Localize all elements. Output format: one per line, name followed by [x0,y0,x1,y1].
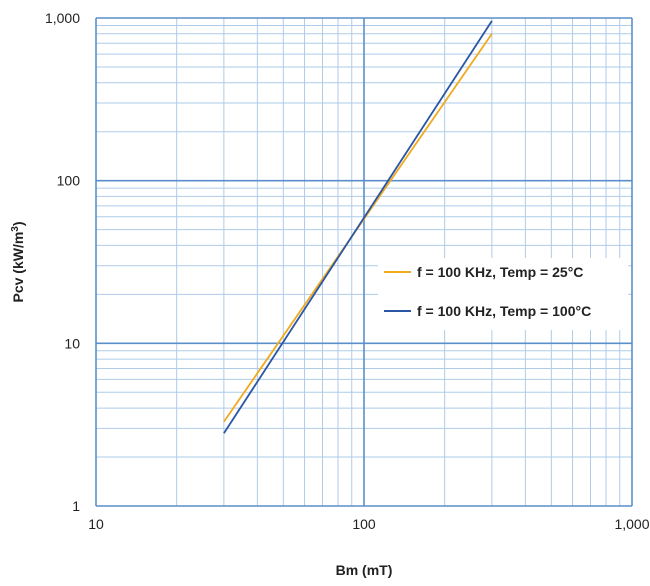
x-tick-label: 1,000 [614,516,649,532]
y-axis-title-close: ) [10,221,26,226]
series-lines [223,20,493,434]
y-tick-label: 10 [64,335,80,351]
tick-labels: 10 100 1,000 1 10 100 1,000 [45,10,650,532]
x-axis-title: Bm (mT) [336,562,393,578]
y-tick-label: 100 [57,173,81,189]
series-line-100c [223,20,493,434]
major-grid [95,17,633,507]
legend-background [378,258,628,330]
y-tick-label: 1,000 [45,10,80,26]
x-tick-label: 10 [88,516,104,532]
y-axis-title-main: Pcv (kW/m [10,232,26,303]
y-axis-title: Pcv (kW/m3) [10,221,26,302]
legend: f = 100 KHz, Temp = 25°C f = 100 KHz, Te… [378,258,628,330]
legend-label-100c: f = 100 KHz, Temp = 100°C [417,303,591,319]
x-tick-label: 100 [352,516,376,532]
y-tick-label: 1 [72,498,80,514]
legend-label-25c: f = 100 KHz, Temp = 25°C [417,264,583,280]
y-axis-title-superscript: 3 [10,226,21,232]
